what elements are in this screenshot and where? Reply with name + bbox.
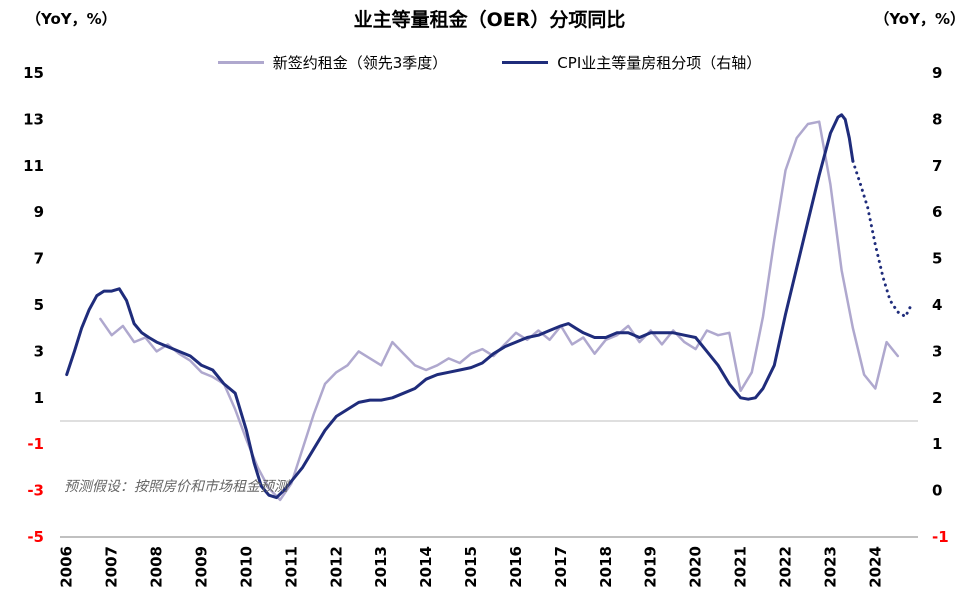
- legend-label: CPI业主等量房租分项（右轴）: [557, 54, 762, 72]
- right-axis-tick-label: 0: [932, 482, 942, 500]
- chart-legend: 新签约租金（领先3季度） CPI业主等量房租分项（右轴）: [0, 52, 979, 73]
- left-axis-tick-label: -1: [27, 435, 44, 453]
- x-axis-tick-label: 2013: [372, 546, 390, 588]
- left-axis-tick-label: 3: [34, 342, 44, 360]
- series-line-1: [65, 113, 855, 500]
- left-axis-tick-label: 1: [34, 389, 44, 407]
- x-axis-tick-label: 2020: [687, 546, 705, 588]
- x-axis-tick-label: 2006: [58, 546, 76, 588]
- left-axis-tick-label: 9: [34, 203, 44, 221]
- x-axis-tick-label: 2016: [507, 546, 525, 588]
- left-axis-unit-label: （YoY，%）: [26, 10, 117, 28]
- right-axis-tick-label: 2: [932, 389, 942, 407]
- x-axis-tick-label: 2008: [148, 546, 166, 588]
- x-axis-tick-label: 2009: [193, 546, 211, 588]
- left-axis-tick-label: -5: [27, 528, 44, 546]
- left-axis-tick-label: -3: [27, 482, 44, 500]
- x-axis-tick-label: 2014: [417, 546, 435, 588]
- right-axis-tick-label: 6: [932, 203, 942, 221]
- right-axis-tick-label: 3: [932, 342, 942, 360]
- x-axis-tick-label: 2023: [821, 546, 839, 588]
- x-axis-tick-label: 2022: [776, 546, 794, 588]
- left-axis-tick-label: 5: [34, 296, 44, 314]
- right-axis-tick-label: 4: [932, 296, 942, 314]
- right-axis-tick-label: 1: [932, 435, 942, 453]
- x-axis-tick-label: 2007: [103, 546, 121, 588]
- right-axis-unit-label: （YoY，%）: [874, 10, 965, 28]
- x-axis-tick-label: 2010: [237, 546, 255, 588]
- legend-line-swatch-navy: [502, 61, 549, 64]
- left-axis-tick-label: 7: [34, 250, 44, 268]
- series-line-2: [851, 159, 913, 319]
- legend-line-swatch-purple: [217, 61, 264, 64]
- x-axis-tick-label: 2021: [732, 546, 750, 588]
- x-axis-tick-label: 2011: [282, 546, 300, 588]
- x-axis-tick-label: 2024: [866, 546, 884, 588]
- legend-item-cpi-oer: CPI业主等量房租分项（右轴）: [502, 52, 761, 73]
- x-axis-tick-label: 2018: [597, 546, 615, 588]
- x-axis-tick-label: 2012: [327, 546, 345, 588]
- right-axis-tick-label: -1: [932, 528, 949, 546]
- forecast-assumption-note: 预测假设：按照房价和市场租金预测: [64, 479, 288, 495]
- left-axis-tick-label: 11: [23, 157, 44, 175]
- legend-item-new-lease-rent: 新签约租金（领先3季度）: [217, 52, 448, 73]
- x-axis-tick-label: 2015: [462, 546, 480, 588]
- x-axis-tick-label: 2019: [642, 546, 660, 588]
- series-line-0: [99, 120, 900, 502]
- legend-label: 新签约租金（领先3季度）: [272, 54, 448, 72]
- left-axis-tick-label: 15: [23, 64, 44, 82]
- chart-title: 业主等量租金（OER）分项同比: [353, 9, 626, 31]
- right-axis-tick-label: 9: [932, 64, 942, 82]
- right-axis-tick-label: 8: [932, 110, 942, 128]
- right-axis-tick-label: 5: [932, 250, 942, 268]
- right-axis-tick-label: 7: [932, 157, 942, 175]
- x-axis-tick-label: 2017: [552, 546, 570, 588]
- left-axis-tick-label: 13: [23, 110, 44, 128]
